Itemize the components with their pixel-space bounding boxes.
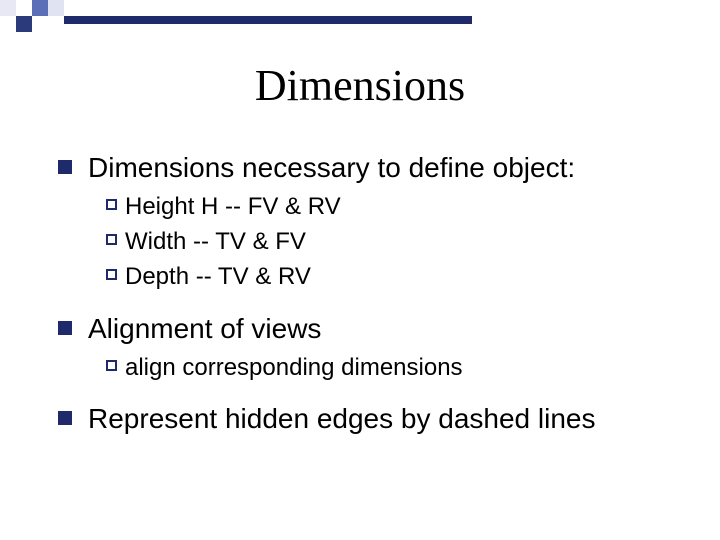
square-bullet-icon	[58, 321, 72, 335]
corner-decoration	[0, 0, 472, 32]
bullet-level2: Width -- TV & FV	[106, 226, 680, 257]
hollow-square-bullet-icon	[106, 234, 117, 245]
bullet-text: Alignment of views	[88, 311, 321, 346]
bullet-level1: Alignment of views	[58, 311, 680, 346]
hollow-square-bullet-icon	[106, 360, 117, 371]
bullet-level2: Height H -- FV & RV	[106, 191, 680, 222]
hollow-square-bullet-icon	[106, 269, 117, 280]
bullet-text: Height H -- FV & RV	[125, 191, 341, 222]
square-bullet-icon	[58, 411, 72, 425]
bullet-level1: Dimensions necessary to define object:	[58, 150, 680, 185]
square-bullet-icon	[58, 160, 72, 174]
bullet-text: align corresponding dimensions	[125, 352, 463, 383]
slide: Dimensions Dimensions necessary to defin…	[0, 0, 720, 540]
bullet-text: Dimensions necessary to define object:	[88, 150, 575, 185]
hollow-square-bullet-icon	[106, 199, 117, 210]
slide-title: Dimensions	[0, 60, 720, 111]
bullet-level1: Represent hidden edges by dashed lines	[58, 401, 680, 436]
bullet-level2: align corresponding dimensions	[106, 352, 680, 383]
slide-body: Dimensions necessary to define object: H…	[58, 150, 680, 442]
bullet-text: Represent hidden edges by dashed lines	[88, 401, 595, 436]
bullet-level2: Depth -- TV & RV	[106, 261, 680, 292]
bullet-text: Depth -- TV & RV	[125, 261, 311, 292]
bullet-text: Width -- TV & FV	[125, 226, 306, 257]
